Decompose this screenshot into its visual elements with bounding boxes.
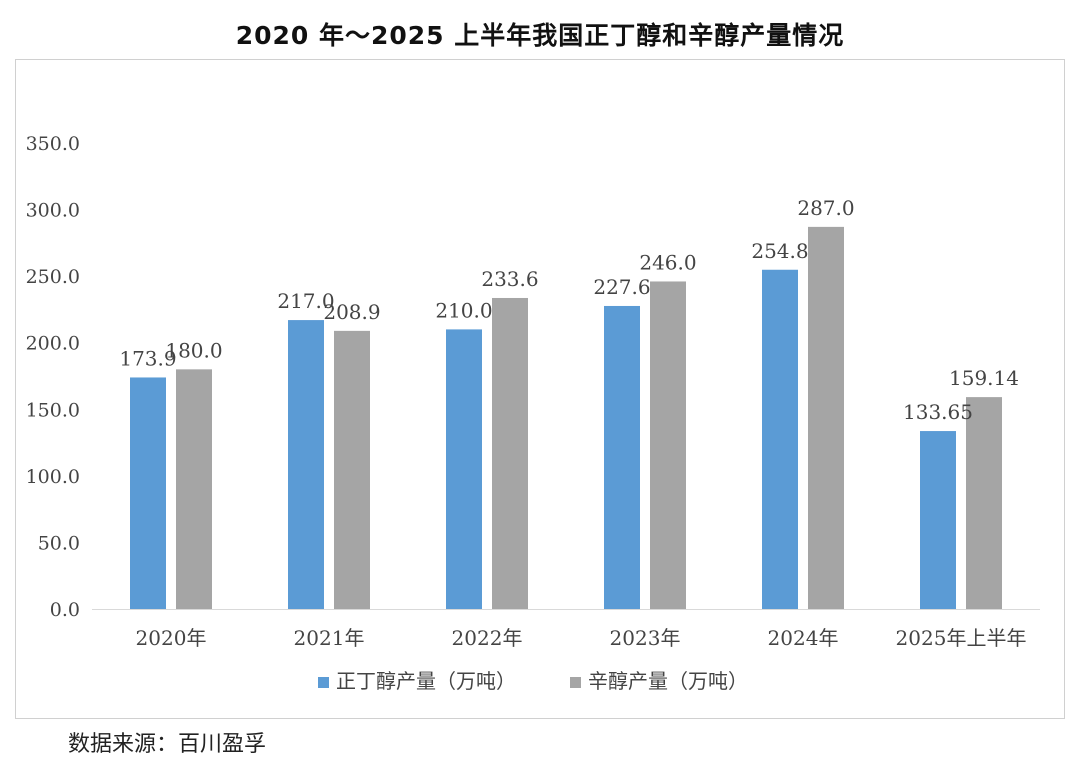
- bars: [130, 226, 1002, 609]
- data-label: 210.0: [435, 298, 492, 322]
- data-label: 287.0: [797, 196, 854, 220]
- bar-butanol: [288, 320, 324, 609]
- data-label: 254.8: [751, 239, 808, 263]
- legend-label: 辛醇产量（万吨）: [588, 669, 748, 693]
- y-tick-label: 100.0: [26, 466, 80, 488]
- y-tick-label: 250.0: [26, 266, 80, 288]
- chart-title: 2020 年～2025 上半年我国正丁醇和辛醇产量情况: [235, 21, 845, 50]
- data-label: 246.0: [639, 250, 696, 274]
- bar-octanol: [966, 397, 1002, 609]
- bar-octanol: [176, 369, 212, 609]
- y-tick-label: 50.0: [38, 532, 80, 554]
- source-note: 数据来源：百川盈孚: [68, 732, 267, 757]
- bar-butanol: [762, 269, 798, 609]
- data-label: 227.6: [593, 275, 650, 299]
- data-label: 233.6: [481, 267, 538, 291]
- x-tick-label: 2025年上半年: [896, 626, 1027, 650]
- y-tick-label: 350.0: [26, 133, 80, 155]
- x-tick-label: 2022年: [452, 626, 523, 650]
- bar-butanol: [130, 377, 166, 609]
- y-tick-label: 150.0: [26, 399, 80, 421]
- data-label: 217.0: [277, 289, 334, 313]
- y-tick-label: 300.0: [26, 200, 80, 222]
- x-tick-label: 2024年: [768, 626, 839, 650]
- bar-octanol: [492, 297, 528, 609]
- bar-butanol: [446, 329, 482, 609]
- data-label: 133.65: [903, 400, 973, 424]
- legend-swatch: [318, 677, 329, 688]
- y-tick-label: 200.0: [26, 333, 80, 355]
- legend-label: 正丁醇产量（万吨）: [336, 669, 516, 693]
- x-axis: 2020年 2021年 2022年 2023年 2024年 2025年上半年: [92, 609, 1040, 650]
- data-label: 159.14: [949, 366, 1019, 390]
- bar-octanol: [808, 226, 844, 609]
- bar-butanol: [920, 431, 956, 609]
- bar-butanol: [604, 305, 640, 609]
- y-axis: 0.0 50.0 100.0 150.0 200.0 250.0 300.0 350.0: [26, 133, 80, 621]
- data-label: 180.0: [165, 338, 222, 362]
- chart-frame: [15, 59, 1065, 719]
- x-tick-label: 2021年: [294, 626, 365, 650]
- legend: 正丁醇产量（万吨） 辛醇产量（万吨）: [318, 669, 748, 693]
- data-label: 173.9: [119, 346, 176, 370]
- y-tick-label: 0.0: [50, 599, 80, 621]
- x-tick-label: 2020年: [136, 626, 207, 650]
- bar-octanol: [650, 281, 686, 609]
- legend-swatch: [570, 677, 581, 688]
- bar-octanol: [334, 330, 370, 609]
- data-label: 208.9: [323, 300, 380, 324]
- x-tick-label: 2023年: [610, 626, 681, 650]
